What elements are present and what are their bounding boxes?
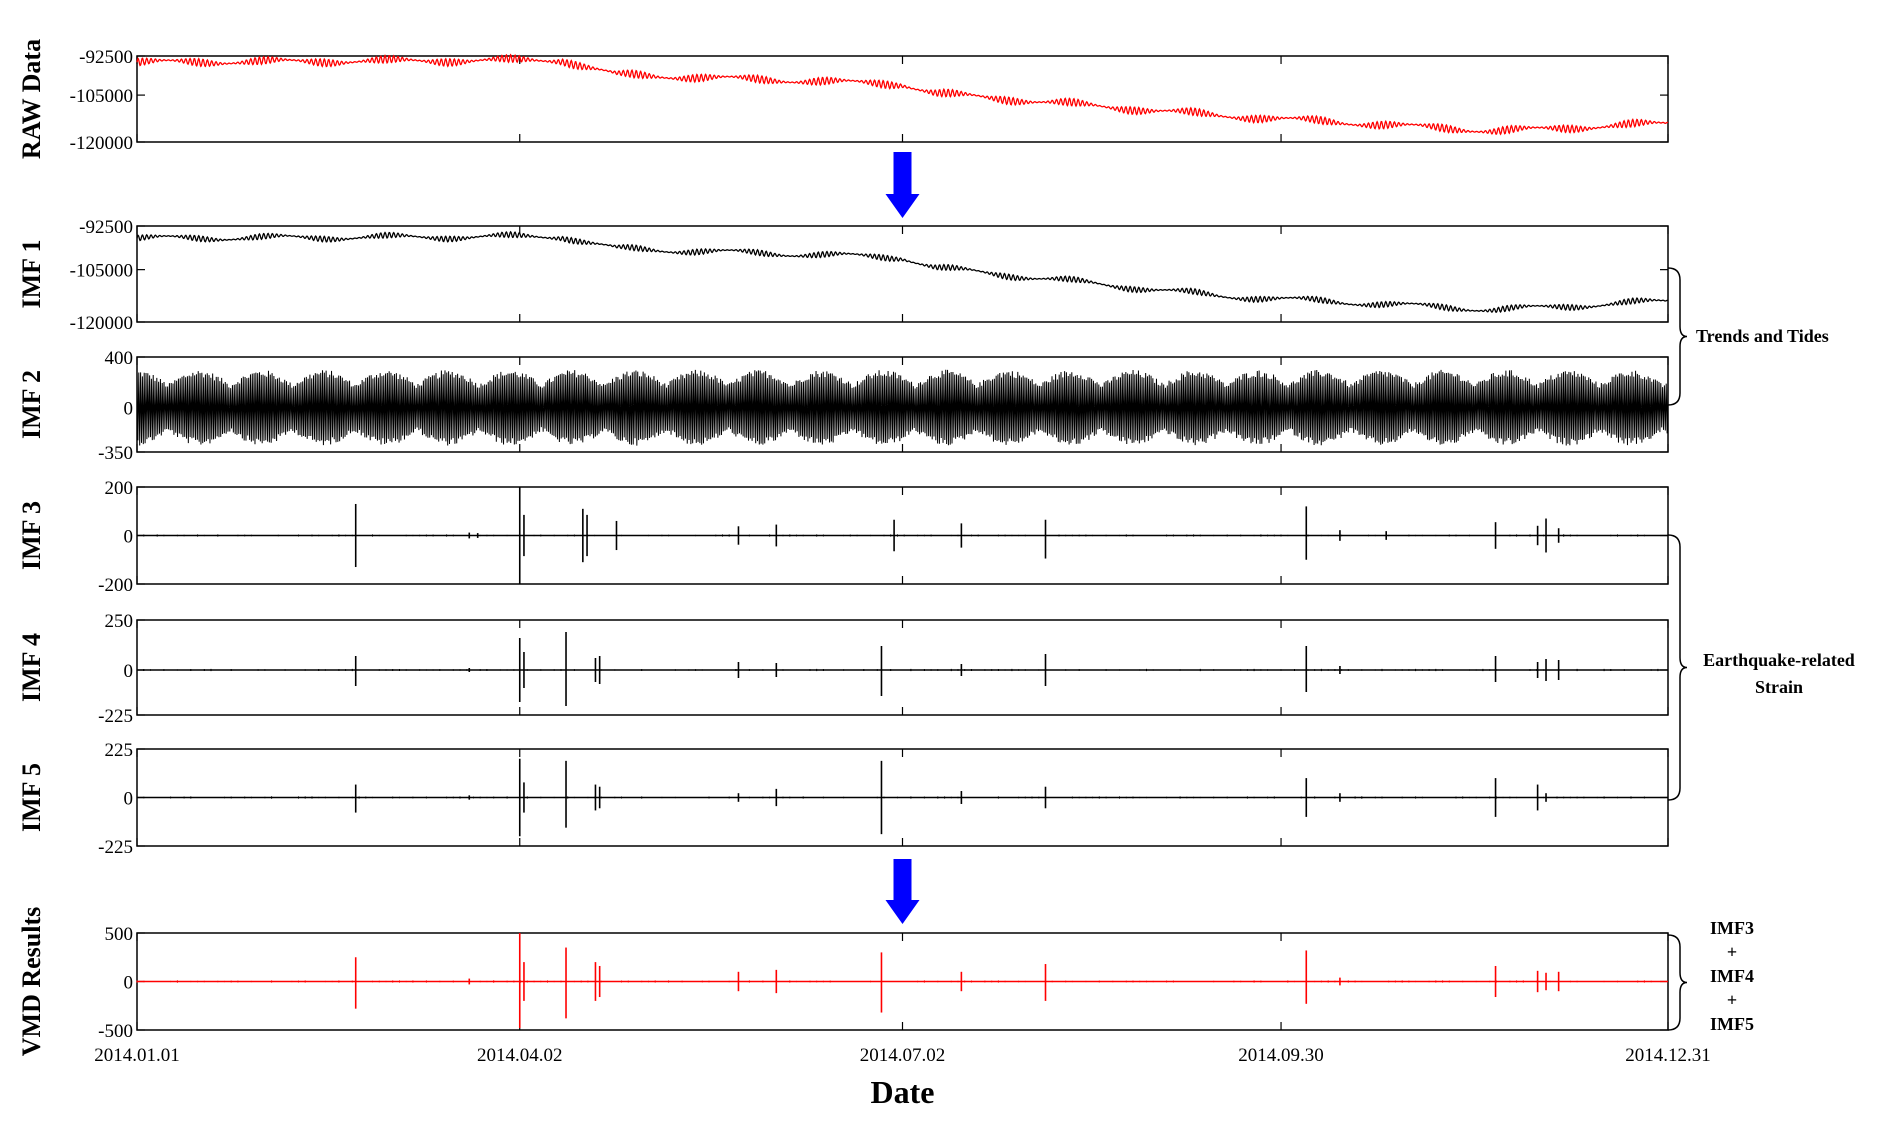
annotation-earthquake-line1: Earthquake-related — [1703, 650, 1855, 670]
plot-frame — [136, 225, 1669, 323]
series-noise-vmd — [136, 980, 1666, 983]
series-line-raw — [136, 53, 1669, 136]
panel-ylabel: IMF 3 — [17, 501, 46, 570]
y-tick-label: -350 — [98, 443, 133, 464]
panel-imf5: 225 0 -225 IMF 5 — [17, 740, 1669, 858]
brace-vmd-sum — [1667, 934, 1688, 1031]
annotation-vmd-sum: IMF3 + IMF4 + IMF5 — [1710, 918, 1754, 1034]
panel-imf3: 200 0 -200 IMF 3 — [17, 478, 1669, 596]
x-tick-label: 2014.09.30 — [1238, 1045, 1324, 1066]
y-tick-label: 250 — [105, 611, 134, 632]
brace-earthquake-strain — [1667, 534, 1688, 801]
panel-imf2: 400 0 -350 IMF 2 — [17, 348, 1669, 464]
y-tick-label: -105000 — [70, 261, 133, 282]
x-axis-title: Date — [871, 1074, 935, 1110]
y-tick-label: 400 — [105, 348, 134, 369]
plot-frame — [136, 619, 1669, 716]
brace-trends-and-tides — [1667, 267, 1688, 406]
annotation-vmd-sum-line: IMF5 — [1710, 1014, 1754, 1034]
y-tick-label: -200 — [98, 575, 133, 596]
y-tick-label: -92500 — [79, 217, 133, 238]
y-tick-label: 0 — [124, 399, 134, 420]
x-tick-label: 2014.07.02 — [860, 1045, 946, 1066]
annotation-earthquake-line2: Strain — [1755, 677, 1803, 697]
y-tick-label: -225 — [98, 837, 133, 858]
y-tick-label: 0 — [124, 661, 134, 682]
plot-frame — [136, 55, 1669, 143]
annotation-vmd-sum-line: IMF3 — [1710, 918, 1754, 938]
y-tick-label: -500 — [98, 1021, 133, 1042]
series-line-imf1 — [136, 230, 1669, 314]
y-tick-label: -92500 — [79, 47, 133, 68]
annotation-trends-and-tides: Trends and Tides — [1696, 326, 1829, 346]
x-tick-label: 2014.04.02 — [477, 1045, 563, 1066]
series-noise-imf5 — [136, 796, 1666, 799]
panel-imf4: 250 0 -225 IMF 4 — [17, 611, 1669, 727]
arrow-down-icon — [885, 152, 920, 218]
y-tick-label: -225 — [98, 706, 133, 727]
x-axis-tick-labels: 2014.01.01 2014.04.02 2014.07.02 2014.09.30… — [94, 1045, 1711, 1066]
panel-imf1: -92500 -105000 -120000 IMF 1 — [17, 217, 1669, 334]
y-tick-label: -120000 — [70, 313, 133, 334]
series-line-imf2 — [136, 369, 1669, 446]
panel-vmd-results: 500 0 -500 VMD Results — [17, 907, 1669, 1057]
panel-ylabel: IMF 2 — [17, 370, 46, 439]
panel-ylabel: IMF 4 — [17, 633, 46, 702]
panel-ylabel: IMF 5 — [17, 763, 46, 832]
annotation-vmd-sum-line: + — [1727, 942, 1737, 962]
y-tick-label: 0 — [124, 973, 134, 994]
y-tick-label: -120000 — [70, 133, 133, 154]
annotation-vmd-sum-line: + — [1727, 990, 1737, 1010]
y-tick-label: 225 — [105, 740, 134, 761]
panel-ylabel: VMD Results — [17, 907, 46, 1057]
annotation-vmd-sum-line: IMF4 — [1710, 966, 1754, 986]
y-tick-label: 0 — [124, 527, 134, 548]
panel-raw-data: -92500 -105000 -120000 RAW Data — [17, 39, 1669, 159]
arrow-down-icon — [885, 859, 920, 924]
panel-ylabel: IMF 1 — [17, 239, 46, 308]
y-tick-label: 200 — [105, 478, 134, 499]
y-tick-label: 500 — [105, 924, 134, 945]
y-tick-label: -105000 — [70, 86, 133, 107]
y-tick-label: 0 — [124, 789, 134, 810]
panel-ylabel: RAW Data — [17, 39, 46, 159]
x-tick-label: 2014.01.01 — [94, 1045, 180, 1066]
x-tick-label: 2014.12.31 — [1625, 1045, 1711, 1066]
